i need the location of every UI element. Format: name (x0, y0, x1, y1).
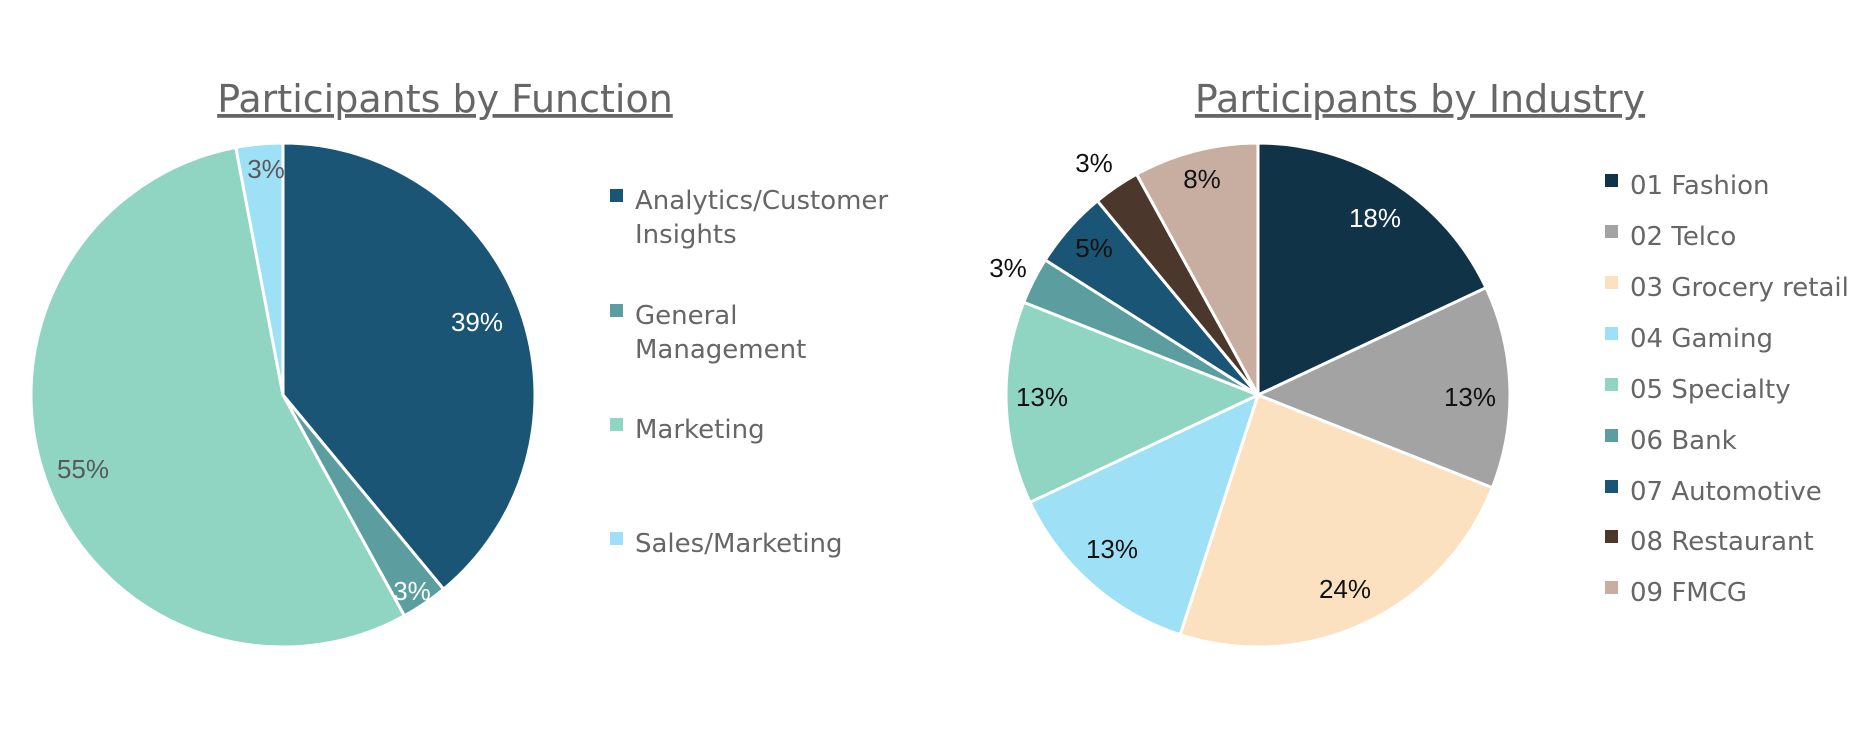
function-legend-swatch-4 (610, 532, 623, 545)
industry-slice-3 (1178, 393, 1495, 649)
function-slice-label-3: 55% (57, 454, 109, 484)
function-slice-1 (281, 141, 537, 592)
industry-slice-9 (1134, 141, 1260, 396)
industry-legend-swatch-9 (1605, 581, 1618, 594)
industry-legend-label-1: 01 Fashion (1630, 171, 1769, 201)
industry-slice-label-9: 8% (1183, 164, 1221, 194)
industry-slice-2 (1254, 285, 1512, 490)
function-legend-swatch-2 (610, 304, 623, 317)
industry-legend-swatch-4 (1605, 327, 1618, 340)
function-slice-3 (29, 145, 407, 649)
industry-slice-1 (1256, 141, 1489, 398)
industry-legend-label-3: 03 Grocery retail (1630, 273, 1849, 303)
industry-legend-label-6: 06 Bank (1630, 426, 1737, 456)
function-legend-label-3: Marketing (635, 415, 765, 445)
industry-slice-label-4: 13% (1086, 534, 1138, 564)
function-slice-label-2: 3% (393, 576, 431, 606)
industry-slice-label-1: 18% (1349, 203, 1401, 233)
industry-legend-label-5: 05 Specialty (1630, 375, 1791, 405)
industry-legend-label-9: 09 FMCG (1630, 578, 1747, 608)
function-legend-label-2: General Management (635, 301, 806, 365)
function-slice-label-1: 39% (451, 307, 503, 337)
industry-legend-label-4: 04 Gaming (1630, 324, 1773, 354)
industry-slice-label-2: 13% (1444, 382, 1496, 412)
function-legend-swatch-3 (610, 418, 623, 431)
industry-slice-label-8: 3% (1075, 148, 1113, 178)
function-legend-label-1: Analytics/Customer Insights (635, 186, 888, 250)
industry-legend-label-2: 02 Telco (1630, 222, 1736, 252)
industry-legend-swatch-5 (1605, 378, 1618, 391)
industry-slice-label-6: 3% (989, 253, 1027, 283)
function-slice-label-4: 3% (247, 154, 285, 184)
industry-legend-label-8: 08 Restaurant (1630, 527, 1814, 557)
industry-legend-swatch-6 (1605, 429, 1618, 442)
industry-legend-swatch-8 (1605, 530, 1618, 543)
industry-legend-swatch-3 (1605, 276, 1618, 289)
industry-chart-title: Participants by Industry (1195, 77, 1645, 121)
function-legend-swatch-1 (610, 189, 623, 202)
function-legend-label-4: Sales/Marketing (635, 529, 843, 559)
function-slice-4 (234, 141, 285, 396)
industry-slice-label-7: 5% (1075, 233, 1113, 263)
industry-legend-swatch-1 (1605, 174, 1618, 187)
industry-legend-swatch-7 (1605, 480, 1618, 493)
function-pie (29, 141, 537, 649)
industry-pie (1004, 141, 1512, 649)
industry-slice-5 (1004, 300, 1262, 505)
industry-slice-label-3: 24% (1319, 574, 1371, 604)
industry-slice-label-5: 13% (1016, 382, 1068, 412)
industry-legend-label-7: 07 Automotive (1630, 477, 1822, 507)
function-chart-title: Participants by Function (217, 77, 673, 121)
industry-slice-4 (1027, 392, 1261, 637)
industry-legend-swatch-2 (1605, 225, 1618, 238)
